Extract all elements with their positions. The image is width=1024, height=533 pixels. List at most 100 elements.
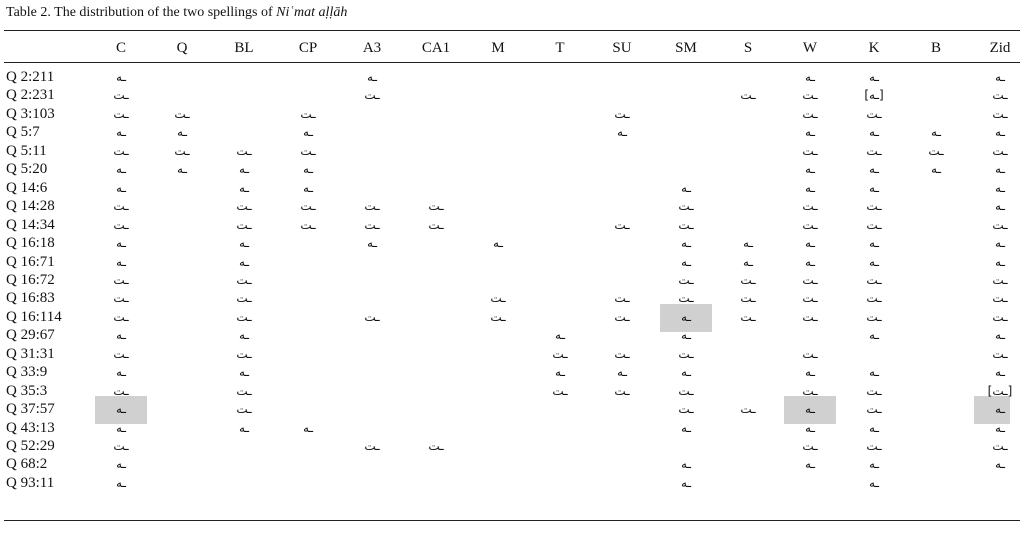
- cell: ـت: [866, 309, 882, 324]
- cell: ـت: [364, 88, 380, 103]
- cell: ـت: [113, 217, 129, 232]
- cell: ـه: [239, 365, 249, 380]
- cell: ـه: [805, 365, 815, 380]
- cell: ـت: [614, 106, 630, 121]
- row-label: Q 52:29: [6, 438, 55, 454]
- cell: ـت: [236, 272, 252, 287]
- cell: ـه: [555, 365, 565, 380]
- column-header: Q: [176, 40, 188, 56]
- cell: ـت: [928, 143, 944, 158]
- cell: ـت: [113, 88, 129, 103]
- column-header: SM: [675, 40, 697, 56]
- cell: ـت: [113, 439, 129, 453]
- cell: ـت: [992, 272, 1008, 287]
- cell: ـت: [866, 143, 882, 158]
- cell: ـه: [681, 365, 691, 380]
- cell: ـت: [236, 143, 252, 158]
- cell: ـت: [802, 309, 818, 324]
- cell: ـت: [614, 217, 630, 232]
- cell: ـه: [805, 180, 815, 195]
- cell: ـه: [869, 236, 879, 251]
- cell: ـت: [614, 309, 630, 324]
- cell: ـت: [428, 199, 444, 214]
- cell: ـت: [113, 291, 129, 306]
- cell: ـت: [113, 346, 129, 361]
- row-label: Q 93:11: [6, 474, 55, 491]
- cell: ـه: [116, 125, 126, 140]
- row-label: Q 37:57: [6, 401, 55, 418]
- bottom-rule: [4, 520, 1020, 521]
- cell: ـت: [740, 88, 756, 103]
- cell: ـه: [995, 420, 1005, 435]
- row-label: Q 16:83: [6, 290, 55, 307]
- cell: ـت: [678, 199, 694, 214]
- row-label: Q 2:231: [6, 87, 55, 104]
- header-rule: [4, 62, 1020, 63]
- cell: ـه: [681, 420, 691, 435]
- cell: ـه: [995, 328, 1005, 343]
- cell: ـت: [364, 439, 380, 453]
- row-label: Q 2:211: [6, 69, 55, 85]
- cell: ـه: [367, 70, 377, 84]
- cell: ـت: [992, 309, 1008, 324]
- row-label: Q 14:28: [6, 198, 55, 215]
- cell: ـه: [995, 402, 1005, 417]
- cell-highlight: [784, 396, 836, 425]
- cell: ـه: [995, 254, 1005, 269]
- cell: ـت: [802, 272, 818, 287]
- cell: ـت: [678, 346, 694, 361]
- cell: ـه: [116, 365, 126, 380]
- cell: ـت: [364, 309, 380, 324]
- row-label: Q 68:2: [6, 456, 48, 473]
- row-label: Q 14:34: [6, 216, 55, 233]
- cell: ـت: [552, 383, 568, 398]
- cell: ـت: [802, 217, 818, 232]
- cell: ـه: [177, 125, 187, 140]
- cell: ـه: [681, 254, 691, 269]
- cell: ـه: [995, 236, 1005, 251]
- cell: ـت: [614, 291, 630, 306]
- cell: ـه: [805, 162, 815, 177]
- cell: ـه: [303, 162, 313, 177]
- cell: ـه: [743, 236, 753, 251]
- cell: ـه: [995, 457, 1005, 472]
- cell: ـت: [490, 291, 506, 306]
- row-label: Q 5:7: [6, 124, 40, 141]
- cell: ـت: [802, 439, 818, 453]
- cell: ـت: [174, 106, 190, 121]
- row-label: Q 14:6: [6, 179, 48, 196]
- cell: ـت: [552, 346, 568, 361]
- column-header: B: [930, 40, 942, 56]
- cell: ـه: [303, 125, 313, 140]
- cell: ـت: [992, 439, 1008, 453]
- cell: ـت: [802, 143, 818, 158]
- cell: ـت: [740, 272, 756, 287]
- cell: ـت: [236, 217, 252, 232]
- row-label: Q 5:11: [6, 142, 47, 159]
- cell: ـه: [303, 180, 313, 195]
- cell: ـت: [236, 309, 252, 324]
- row-label: Q 33:9: [6, 364, 48, 381]
- cell: ـت: [490, 309, 506, 324]
- cell: ـت: [740, 291, 756, 306]
- cell: ـت: [866, 402, 882, 417]
- cell: ـه: [239, 254, 249, 269]
- cell: ـت: [866, 439, 882, 453]
- cell: ـت: [802, 88, 818, 103]
- column-header: A3: [362, 40, 382, 56]
- column-header: CA1: [421, 40, 451, 56]
- cell: ـه: [681, 236, 691, 251]
- cell: ـت: [740, 402, 756, 417]
- cell: ـه: [869, 420, 879, 435]
- cell: ـه: [239, 328, 249, 343]
- cell: ـت: [802, 106, 818, 121]
- column-header: C: [115, 40, 127, 56]
- cell: ـه: [995, 180, 1005, 195]
- row-label: Q 16:72: [6, 271, 55, 288]
- cell: ـت: [992, 88, 1008, 103]
- cell: ـت: [236, 402, 252, 417]
- cell: ـه: [805, 70, 815, 84]
- cell: ـت: [992, 346, 1008, 361]
- top-rule: [4, 30, 1020, 31]
- column-header: M: [491, 40, 505, 56]
